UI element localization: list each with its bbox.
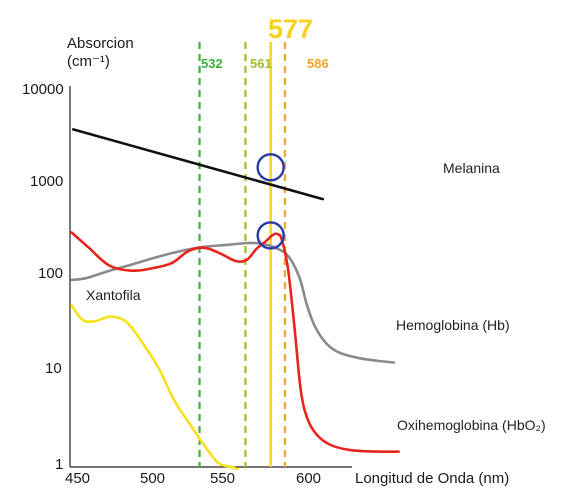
series-group — [70, 128, 400, 471]
x-tick-600: 600 — [296, 470, 321, 487]
label-hemoglobina: Hemoglobina (Hb) — [396, 317, 510, 333]
vline-label-532: 532 — [201, 56, 223, 71]
label-melanina: Melanina — [443, 160, 500, 176]
series-line-hemoglobina-hb — [70, 241, 396, 364]
y-axis-title-line1: Absorcion — [67, 35, 134, 52]
x-tick-500: 500 — [140, 470, 165, 487]
marker-circle-2 — [256, 221, 285, 250]
label-xantofila: Xantofila — [86, 287, 141, 303]
x-tick-550: 550 — [210, 470, 235, 487]
x-axis-title: Longitud de Onda (nm) — [355, 470, 509, 487]
vertical-lines-group — [198, 42, 286, 467]
vline-label-586: 586 — [307, 56, 329, 71]
series-line-oxihemoglobina-hbo — [70, 231, 400, 454]
y-axis-title-line2: (cm⁻¹) — [67, 53, 110, 70]
vline-label-577: 577 — [268, 14, 313, 44]
marker-circle-1 — [256, 153, 285, 182]
series-line-melanina — [71, 128, 325, 201]
y-tick-10000: 10000 — [22, 81, 64, 98]
vline-label-561: 561 — [250, 56, 272, 71]
label-oxihemoglobina: Oxihemoglobina (HbO₂) — [397, 417, 546, 433]
y-tick-10: 10 — [45, 360, 62, 377]
x-tick-450: 450 — [65, 470, 90, 487]
series-line-xantofila — [70, 303, 239, 471]
markers-group — [256, 153, 285, 250]
y-tick-1: 1 — [55, 456, 63, 473]
y-tick-1000: 1000 — [30, 173, 63, 190]
y-tick-100: 100 — [38, 265, 63, 282]
